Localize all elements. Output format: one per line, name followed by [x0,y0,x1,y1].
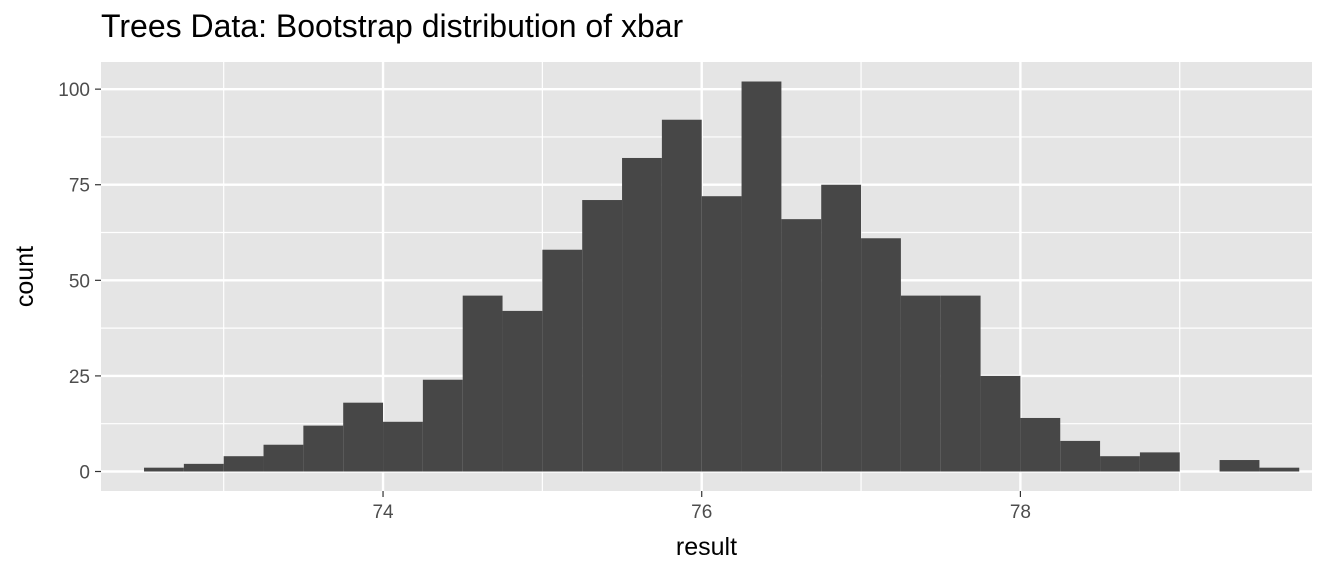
histogram-bar [343,402,384,472]
histogram-bar [661,119,702,472]
x-tick-label: 76 [691,502,712,523]
chart-title: Trees Data: Bootstrap distribution of xb… [101,8,684,44]
histogram-bar [622,157,662,472]
x-axis-title: result [676,533,737,561]
histogram-bar [502,310,543,472]
histogram-bar [900,295,941,472]
histogram-bar [1139,452,1180,472]
histogram-bar [462,295,503,472]
histogram-bar [383,421,423,472]
histogram-bar [980,375,1021,472]
histogram-bar [542,249,583,472]
histogram-bar [1100,456,1140,472]
histogram-bar [422,379,463,472]
y-axis-title: count [11,246,39,307]
y-axis: 0 25 50 75 100 [58,80,101,484]
histogram-bar [821,184,862,472]
y-tick-label: 75 [69,176,90,197]
histogram-bar [303,425,344,472]
x-tick-label: 78 [1010,502,1031,523]
histogram-bar [1219,460,1260,472]
histogram-bar [263,444,304,472]
x-tick-label: 74 [372,502,394,523]
histogram-bar [1259,467,1300,472]
y-tick-label: 100 [58,80,90,101]
histogram-bars [144,81,1300,472]
y-tick-label: 25 [69,367,90,388]
histogram-bar [741,81,782,472]
histogram-bar [1060,440,1101,472]
histogram-bar [223,456,264,472]
histogram-bar [701,196,742,472]
histogram-bar [144,467,184,472]
histogram-bar [940,295,981,472]
y-tick-label: 0 [79,463,90,484]
x-axis: 74 76 78 [372,491,1031,523]
histogram-bar [582,200,623,472]
histogram-bar [183,463,224,472]
histogram-bar [861,238,901,472]
histogram-bar [781,219,822,472]
histogram-bar [1020,417,1061,472]
y-tick-label: 50 [69,271,90,292]
